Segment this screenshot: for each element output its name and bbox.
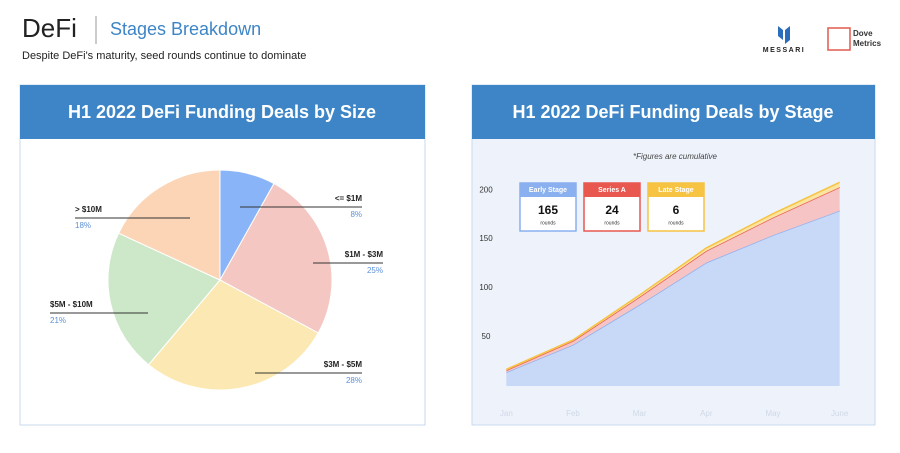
slice-label: $5M - $10M xyxy=(50,300,93,309)
legend-caption: rounds xyxy=(604,220,620,226)
area xyxy=(506,210,840,386)
x-tick-label: Feb xyxy=(566,409,580,418)
y-tick-label: 50 xyxy=(482,332,491,341)
x-tick-label: May xyxy=(765,409,780,418)
dove-logo: Dove xyxy=(853,29,873,38)
legend-total: 165 xyxy=(538,203,558,217)
x-tick-label: June xyxy=(831,409,849,418)
legend-total: 6 xyxy=(673,203,680,217)
pie-slice xyxy=(117,169,221,281)
area xyxy=(506,182,840,371)
slice-label: > $10M xyxy=(75,205,102,214)
slice-value: 21% xyxy=(50,316,66,325)
legend-name: Series A xyxy=(598,187,626,194)
messari-icon xyxy=(778,26,790,44)
pie-slice xyxy=(219,182,333,334)
slice-label: $3M - $5M xyxy=(324,360,363,369)
slice-value: 8% xyxy=(350,210,362,219)
brand: DeFi xyxy=(22,13,77,43)
legend-box-header xyxy=(520,183,576,197)
dove-icon xyxy=(827,27,851,51)
slice-label: <= $1M xyxy=(335,194,362,203)
slice-label: $1M - $3M xyxy=(345,250,384,259)
area-line xyxy=(506,181,840,371)
subtitle: Despite DeFi's maturity, seed rounds con… xyxy=(22,50,306,62)
left-panel-header xyxy=(20,85,425,139)
pie-slice xyxy=(147,279,319,391)
messari-logo: MESSARI xyxy=(763,47,805,54)
legend-name: Early Stage xyxy=(529,187,567,194)
right-panel-header xyxy=(472,85,875,139)
area xyxy=(506,187,840,373)
y-tick-label: 100 xyxy=(479,283,493,292)
area-title: H1 2022 DeFi Funding Deals by Stage xyxy=(512,102,833,122)
legend-caption: rounds xyxy=(540,220,556,226)
legend-box-header xyxy=(584,183,640,197)
legend-caption: rounds xyxy=(668,220,684,226)
slice-value: 18% xyxy=(75,221,91,230)
pie-title: H1 2022 DeFi Funding Deals by Size xyxy=(68,102,376,122)
slice-value: 25% xyxy=(367,266,383,275)
y-tick-label: 150 xyxy=(479,234,493,243)
legend-box-header xyxy=(648,183,704,197)
legend-name: Late Stage xyxy=(658,187,694,194)
x-tick-label: Apr xyxy=(700,409,713,418)
pie-slice xyxy=(107,232,221,366)
slice-value: 28% xyxy=(346,376,362,385)
dove-logo: Metrics xyxy=(853,39,882,48)
x-tick-label: Jan xyxy=(500,409,513,418)
page-title: Stages Breakdown xyxy=(110,19,261,39)
x-tick-label: Mar xyxy=(633,409,647,418)
annotation: *Figures are cumulative xyxy=(633,152,718,161)
legend-total: 24 xyxy=(605,203,619,217)
y-tick-label: 200 xyxy=(479,185,493,194)
